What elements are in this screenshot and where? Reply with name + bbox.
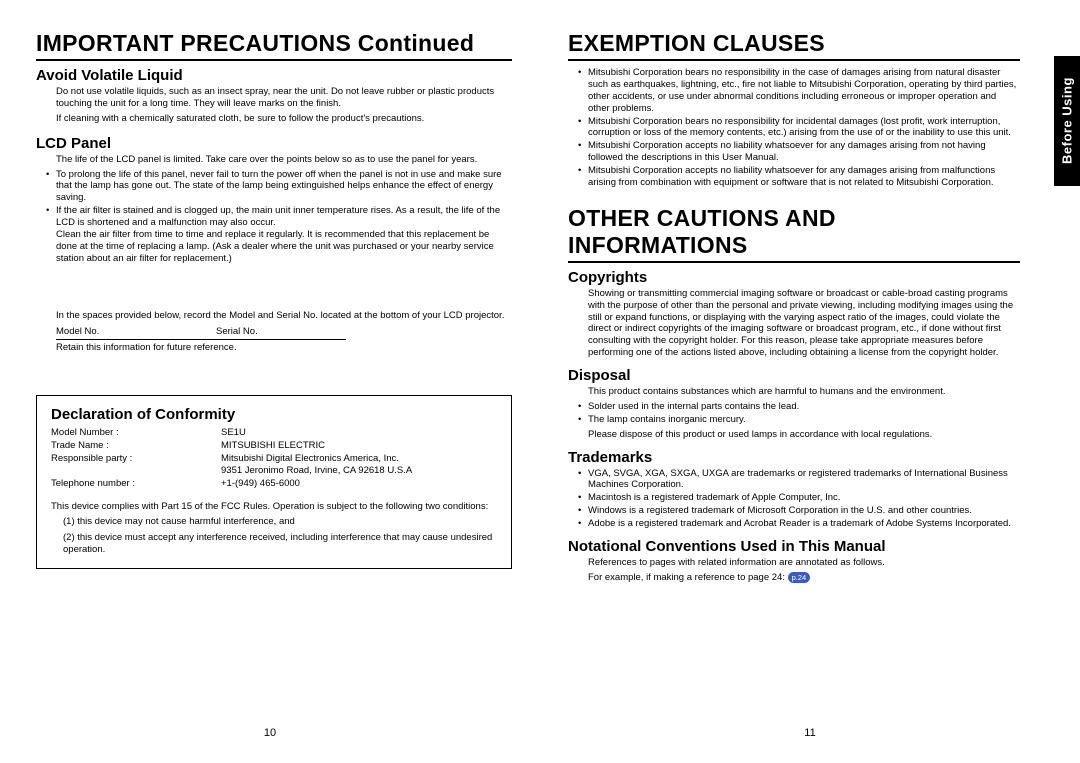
conf-trade-label: Trade Name :: [51, 440, 221, 453]
lcd-bullet-2: If the air filter is stained and is clog…: [46, 205, 512, 264]
record-intro: In the spaces provided below, record the…: [56, 310, 512, 323]
tm-b1: VGA, SVGA, XGA, SXGA, UXGA are trademark…: [578, 468, 1020, 492]
tm-b3: Windows is a registered trademark of Mic…: [578, 505, 1020, 517]
manual-two-page-spread: IMPORTANT PRECAUTIONS Continued Avoid Vo…: [0, 0, 1080, 763]
trademarks-heading: Trademarks: [568, 449, 1020, 466]
side-tab-before-using: Before Using: [1054, 56, 1080, 186]
conf-model-label: Model Number :: [51, 427, 221, 440]
disposal-body2: Please dispose of this product or used l…: [588, 429, 1020, 441]
conformity-heading: Declaration of Conformity: [51, 406, 497, 423]
exemption-heading: EXEMPTION CLAUSES: [568, 30, 1020, 61]
avoid-volatile-p1: Do not use volatile liquids, such as an …: [56, 86, 512, 110]
exemption-b4: Mitsubishi Corporation accepts no liabil…: [578, 165, 1020, 189]
disposal-heading: Disposal: [568, 367, 1020, 384]
lcd-bullet-1: To prolong the life of this panel, never…: [46, 169, 512, 205]
notation-p1: References to pages with related informa…: [588, 557, 1020, 569]
conf-trade-val: MITSUBISHI ELECTRIC: [221, 440, 325, 453]
trademarks-list: VGA, SVGA, XGA, SXGA, UXGA are trademark…: [578, 468, 1020, 530]
left-page: IMPORTANT PRECAUTIONS Continued Avoid Vo…: [0, 0, 540, 763]
disposal-b1: Solder used in the internal parts contai…: [578, 401, 1020, 413]
exemption-list: Mitsubishi Corporation bears no responsi…: [578, 67, 1020, 189]
right-page-number: 11: [804, 727, 815, 739]
tm-b4: Adobe is a registered trademark and Acro…: [578, 518, 1020, 530]
avoid-volatile-p2: If cleaning with a chemically saturated …: [56, 113, 512, 125]
conf-resp-label: Responsible party :: [51, 453, 221, 466]
right-page: EXEMPTION CLAUSES Mitsubishi Corporation…: [540, 0, 1080, 763]
disposal-b2: The lamp contains inorganic mercury.: [578, 414, 1020, 426]
conf-tel-label: Telephone number :: [51, 478, 221, 491]
conf-cond-2: (2) this device must accept any interfer…: [63, 532, 497, 557]
lcd-bullet-2b: Clean the air filter from time to time a…: [56, 229, 494, 264]
conformity-table: Model Number :SE1U Trade Name :MITSUBISH…: [51, 427, 497, 491]
conf-resp-val2: 9351 Jeronimo Road, Irvine, CA 92618 U.S…: [221, 465, 412, 478]
conf-tel-val: +1-(949) 465-6000: [221, 478, 300, 491]
lcd-panel-heading: LCD Panel: [36, 135, 512, 152]
conformity-box: Declaration of Conformity Model Number :…: [36, 395, 512, 569]
other-cautions-heading: OTHER CAUTIONS AND INFORMATIONS: [568, 205, 1020, 263]
conf-model-val: SE1U: [221, 427, 246, 440]
record-block: In the spaces provided below, record the…: [56, 310, 512, 355]
avoid-volatile-heading: Avoid Volatile Liquid: [36, 67, 512, 84]
copyrights-heading: Copyrights: [568, 269, 1020, 286]
disposal-list: Solder used in the internal parts contai…: [578, 401, 1020, 426]
conf-cond-1: (1) this device may not cause harmful in…: [63, 516, 497, 528]
conformity-body: This device complies with Part 15 of the…: [51, 501, 497, 556]
notation-heading: Notational Conventions Used in This Manu…: [568, 538, 1020, 555]
lcd-panel-p1: The life of the LCD panel is limited. Ta…: [56, 154, 512, 166]
model-serial-row: Model No. Serial No.: [56, 326, 346, 340]
left-page-number: 10: [264, 727, 276, 739]
conf-fcc-text: This device complies with Part 15 of the…: [51, 501, 497, 513]
tm-b2: Macintosh is a registered trademark of A…: [578, 492, 1020, 504]
lcd-bullet-2a: If the air filter is stained and is clog…: [56, 205, 500, 228]
notation-p2-text: For example, if making a reference to pa…: [588, 572, 788, 583]
serial-no-label: Serial No.: [216, 326, 258, 339]
model-no-label: Model No.: [56, 326, 216, 339]
notation-p2: For example, if making a reference to pa…: [588, 572, 1020, 584]
disposal-body: This product contains substances which a…: [588, 386, 1020, 398]
conf-resp-val1: Mitsubishi Digital Electronics America, …: [221, 453, 399, 466]
exemption-b3: Mitsubishi Corporation accepts no liabil…: [578, 140, 1020, 164]
retain-text: Retain this information for future refer…: [56, 342, 512, 355]
copyrights-body: Showing or transmitting commercial imagi…: [588, 288, 1020, 359]
exemption-b1: Mitsubishi Corporation bears no responsi…: [578, 67, 1020, 115]
exemption-b2: Mitsubishi Corporation bears no responsi…: [578, 116, 1020, 140]
lcd-panel-list: To prolong the life of this panel, never…: [46, 169, 512, 265]
page-ref-badge: p.24: [788, 572, 811, 583]
conf-blank: [51, 465, 221, 478]
precautions-heading: IMPORTANT PRECAUTIONS Continued: [36, 30, 512, 61]
